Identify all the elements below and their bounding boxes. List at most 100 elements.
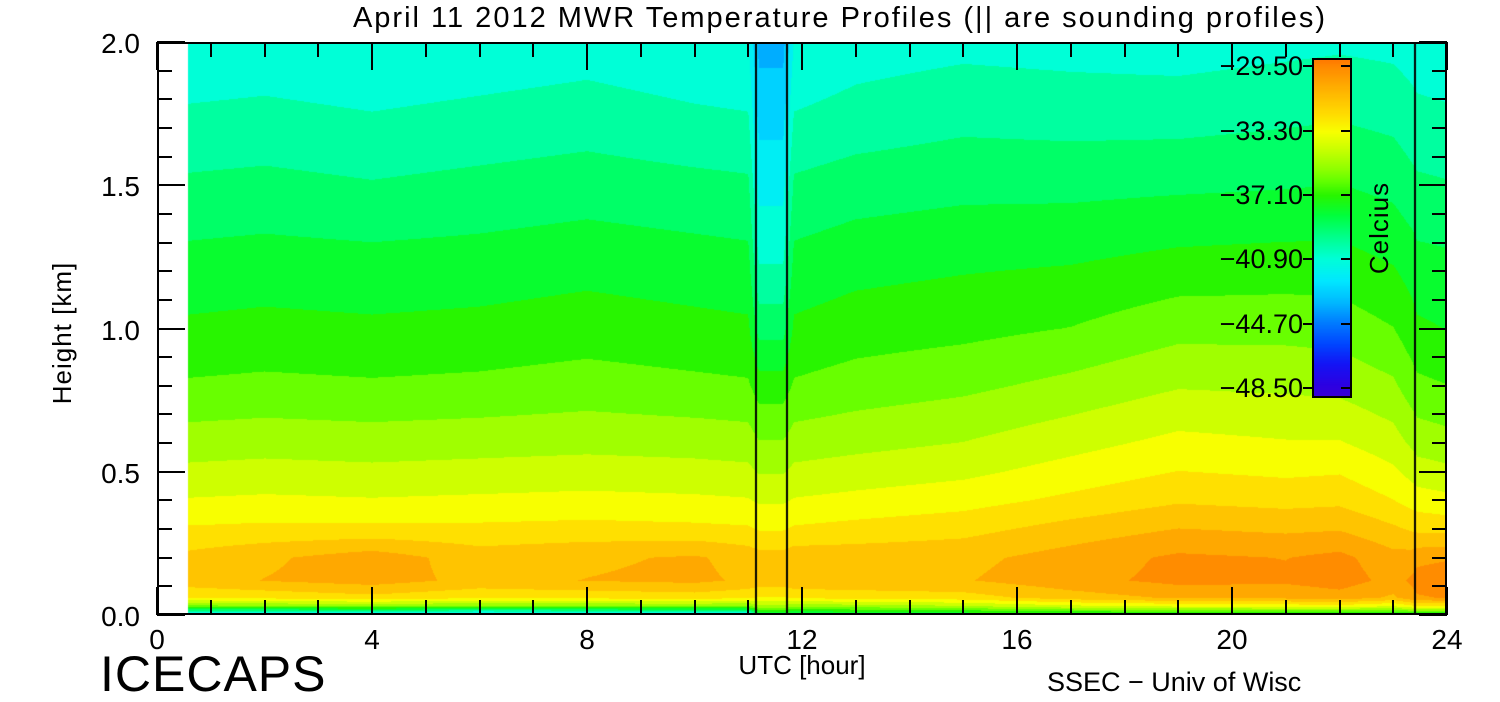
colorbar-tick <box>1341 258 1351 261</box>
colorbar-tick <box>1341 194 1351 196</box>
x-axis-tick-labels: 0 4 8 12 16 20 24 <box>149 624 1462 655</box>
colorbar <box>1312 58 1352 398</box>
axis-tick <box>747 42 750 57</box>
axis-tick <box>693 42 696 57</box>
axis-tick <box>263 600 266 615</box>
colorbar-gradient <box>1314 60 1350 396</box>
axis-tick <box>854 42 857 57</box>
axis-tick <box>1419 327 1447 330</box>
project-label: ICECAPS <box>100 646 327 702</box>
axis-tick <box>1432 98 1447 101</box>
axis-tick <box>1432 442 1447 445</box>
axis-tick <box>1432 126 1447 129</box>
axis-tick <box>1432 585 1447 588</box>
axis-tick <box>1432 356 1447 359</box>
colorbar-tick-label: −40.90 <box>1219 244 1303 275</box>
colorbar-tick <box>1303 65 1313 68</box>
chart-title: April 11 2012 MWR Temperature Profiles (… <box>352 2 1328 34</box>
axis-tick <box>263 42 266 57</box>
x-tick-label: 24 <box>1431 624 1463 655</box>
axis-tick <box>1432 212 1447 215</box>
axis-tick <box>424 600 427 615</box>
axis-tick <box>747 600 750 615</box>
axis-tick <box>478 42 481 57</box>
axis-tick <box>157 442 172 445</box>
axis-tick <box>157 356 172 359</box>
axis-tick <box>1432 528 1447 531</box>
axis-tick <box>157 327 185 330</box>
plot-frame <box>157 42 1447 615</box>
colorbar-tick <box>1303 129 1313 132</box>
colorbar-tick <box>1303 386 1313 389</box>
axis-tick <box>1392 600 1395 615</box>
x-tick-label: 12 <box>786 624 818 655</box>
axis-tick <box>157 585 172 588</box>
axis-tick <box>1069 600 1072 615</box>
axis-tick <box>1432 298 1447 301</box>
axis-tick <box>371 42 373 70</box>
temperature-heatmap-canvas <box>157 42 1447 615</box>
colorbar-tick <box>1341 386 1351 389</box>
axis-tick <box>1338 600 1341 615</box>
axis-tick <box>1419 614 1447 616</box>
axis-tick <box>1016 42 1018 70</box>
y-tick-label: 2.0 <box>101 28 140 59</box>
y-axis-tick-labels: 2.0 1.5 1.0 0.5 0.0 <box>88 30 148 631</box>
colorbar-tick-label: −48.50 <box>1219 372 1303 403</box>
y-tick-label: 1.0 <box>101 314 140 346</box>
axis-tick <box>157 241 172 244</box>
axis-tick <box>1338 42 1341 57</box>
axis-tick <box>157 470 185 473</box>
axis-tick <box>157 184 185 187</box>
y-tick-label: 0.0 <box>101 601 140 632</box>
axis-tick <box>908 600 911 615</box>
colorbar-tick <box>1341 65 1351 68</box>
x-tick-label: 20 <box>1216 624 1248 655</box>
axis-tick <box>317 600 320 615</box>
axis-tick <box>209 600 212 615</box>
axis-tick <box>801 42 803 70</box>
axis-tick <box>532 600 535 615</box>
axis-tick <box>962 42 965 57</box>
colorbar-tick-label: −33.30 <box>1219 115 1303 146</box>
axis-tick <box>1446 587 1448 615</box>
axis-tick <box>1177 600 1180 615</box>
axis-tick <box>639 42 642 57</box>
x-axis-title: UTC [hour] <box>738 650 866 680</box>
axis-tick <box>1123 600 1126 615</box>
plot-area <box>156 41 1448 616</box>
colorbar-tick <box>1303 322 1313 325</box>
axis-tick <box>1284 42 1287 57</box>
axis-tick <box>801 587 803 615</box>
axis-tick <box>1177 42 1180 57</box>
axis-tick <box>1284 600 1287 615</box>
colorbar-tick-labels: −29.50 −33.30 −37.10 −40.90 −44.70 −48.50 <box>1185 53 1303 401</box>
colorbar-tick <box>1341 129 1351 132</box>
axis-tick <box>157 528 172 531</box>
axis-tick <box>1392 42 1395 57</box>
colorbar-tick <box>1303 258 1313 261</box>
axis-tick <box>1432 499 1447 502</box>
colorbar-title: Celcius <box>1364 181 1394 275</box>
axis-tick <box>586 42 588 70</box>
axis-tick <box>478 600 481 615</box>
axis-tick <box>1432 155 1447 158</box>
axis-tick <box>157 126 172 129</box>
axis-tick <box>157 499 172 502</box>
axis-tick <box>1419 470 1447 473</box>
axis-tick <box>157 98 172 101</box>
y-tick-label: 0.5 <box>101 457 140 489</box>
axis-tick <box>1231 42 1233 70</box>
axis-tick <box>1432 556 1447 559</box>
y-axis-title: Height [km] <box>47 261 77 405</box>
axis-tick <box>1016 587 1018 615</box>
x-tick-label: 4 <box>364 624 380 655</box>
axis-tick <box>424 42 427 57</box>
axis-tick <box>157 270 172 273</box>
y-tick-label: 1.5 <box>101 171 140 203</box>
axis-tick <box>854 600 857 615</box>
colorbar-tick-label: −29.50 <box>1219 51 1303 82</box>
axis-tick <box>908 42 911 57</box>
axis-tick <box>1432 241 1447 244</box>
axis-tick <box>1432 413 1447 416</box>
